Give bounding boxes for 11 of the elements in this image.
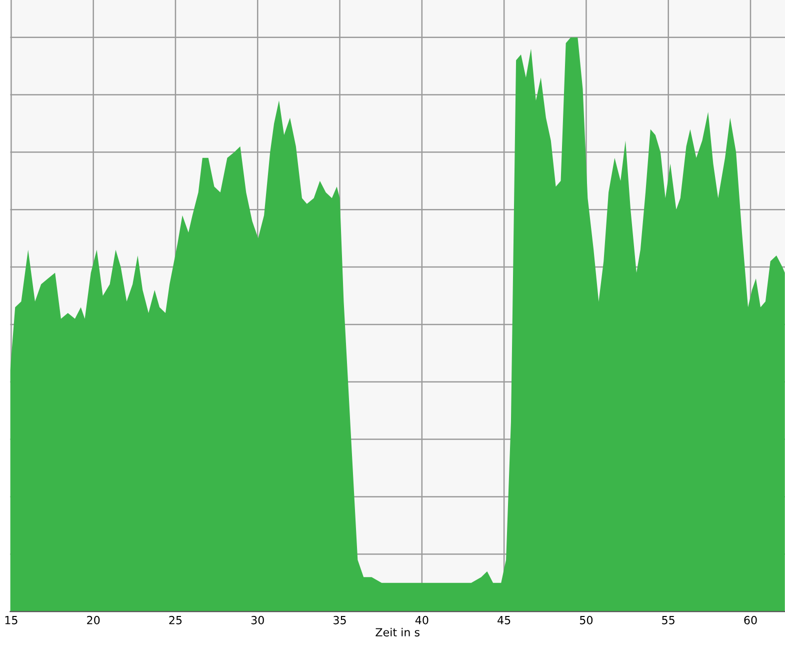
- x-tick-label: 25: [169, 616, 182, 624]
- x-tick-label: 40: [415, 616, 428, 624]
- x-tick-label: 60: [744, 616, 757, 624]
- x-tick-label: 35: [334, 616, 346, 624]
- x-tick-label: 15: [5, 616, 18, 624]
- x-tick-label: 45: [498, 616, 510, 624]
- x-tick-label: 20: [87, 616, 100, 624]
- x-tick-label: 55: [662, 616, 674, 624]
- x-tick-label: 30: [251, 616, 264, 624]
- x-tick-label: 50: [580, 616, 593, 624]
- x-axis-title: Zeit in s: [376, 628, 420, 636]
